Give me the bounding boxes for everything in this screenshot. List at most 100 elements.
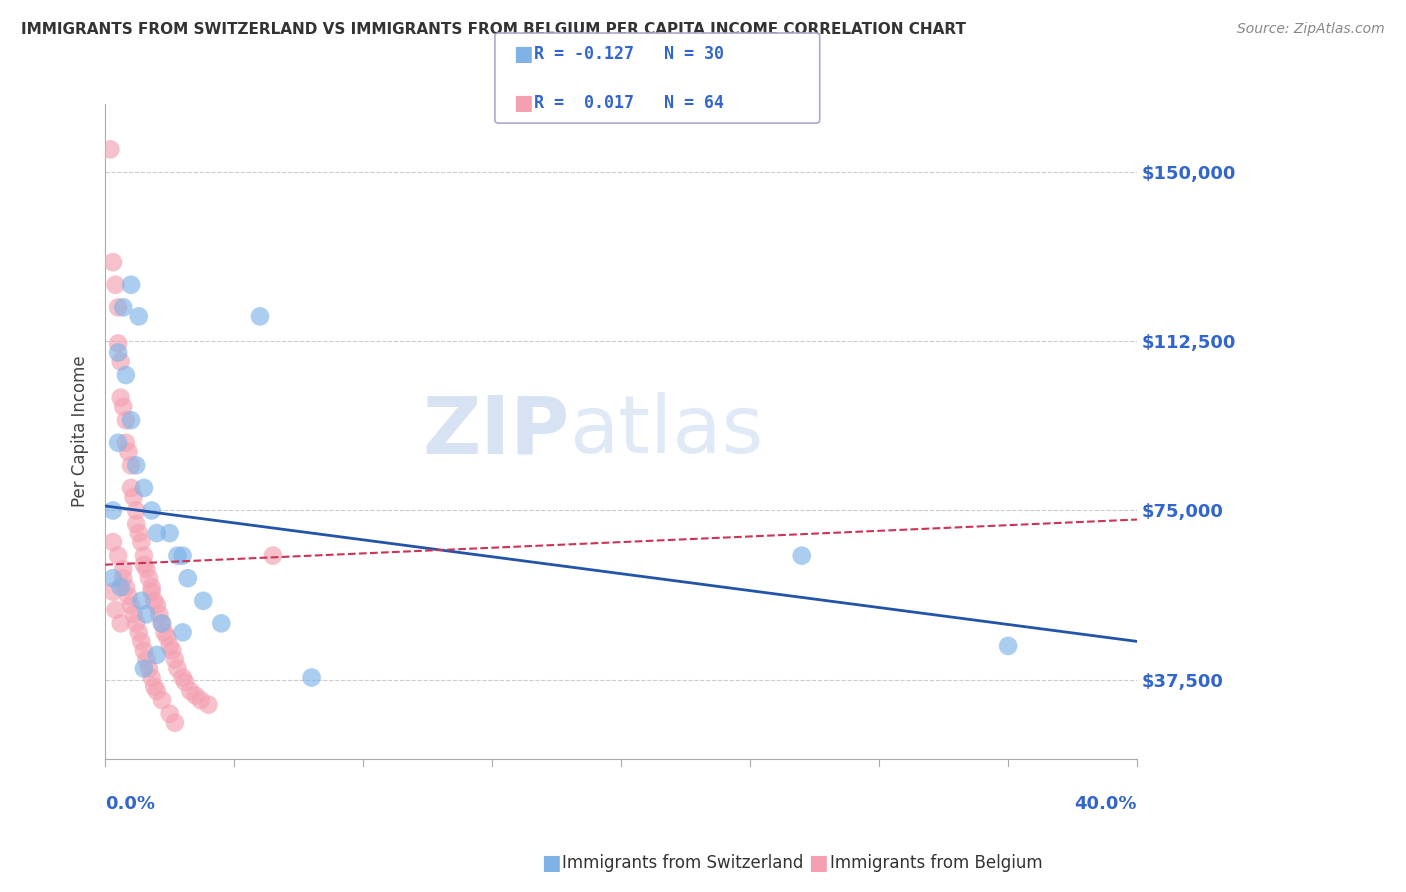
Point — [177, 571, 200, 585]
Point — [122, 607, 145, 622]
Point — [128, 625, 150, 640]
Point — [146, 526, 169, 541]
Point — [115, 413, 138, 427]
Point — [125, 516, 148, 531]
Point — [184, 689, 207, 703]
Point — [131, 634, 153, 648]
Point — [101, 584, 124, 599]
Point — [150, 616, 173, 631]
Point — [135, 607, 157, 622]
Point — [110, 391, 132, 405]
Point — [112, 571, 135, 585]
Point — [249, 310, 271, 324]
Point — [148, 607, 170, 622]
Point — [172, 549, 194, 563]
Point — [107, 301, 129, 315]
Point — [174, 675, 197, 690]
Point — [112, 562, 135, 576]
Point — [120, 481, 142, 495]
Point — [122, 490, 145, 504]
Point — [107, 435, 129, 450]
Point — [101, 503, 124, 517]
Point — [153, 625, 176, 640]
Point — [135, 562, 157, 576]
Point — [132, 549, 155, 563]
Point — [110, 354, 132, 368]
Text: R = -0.127   N = 30: R = -0.127 N = 30 — [534, 45, 724, 62]
Point — [115, 435, 138, 450]
Point — [146, 599, 169, 613]
Point — [132, 558, 155, 572]
Point — [166, 661, 188, 675]
Point — [997, 639, 1019, 653]
Point — [120, 458, 142, 473]
Point — [115, 368, 138, 382]
Point — [120, 599, 142, 613]
Point — [138, 661, 160, 675]
Text: Source: ZipAtlas.com: Source: ZipAtlas.com — [1237, 22, 1385, 37]
Point — [112, 400, 135, 414]
Point — [301, 671, 323, 685]
Point — [107, 549, 129, 563]
Point — [163, 715, 186, 730]
Point — [110, 580, 132, 594]
Point — [101, 571, 124, 585]
Point — [190, 693, 212, 707]
Point — [141, 671, 163, 685]
Point — [104, 277, 127, 292]
Point — [115, 580, 138, 594]
Point — [159, 639, 181, 653]
Text: ■: ■ — [808, 854, 828, 873]
Point — [117, 445, 139, 459]
Point — [132, 481, 155, 495]
Point — [141, 503, 163, 517]
Point — [104, 603, 127, 617]
Point — [790, 549, 813, 563]
Text: ■: ■ — [513, 44, 533, 63]
Point — [159, 526, 181, 541]
Point — [138, 571, 160, 585]
Point — [146, 684, 169, 698]
Point — [172, 625, 194, 640]
Point — [166, 549, 188, 563]
Point — [128, 526, 150, 541]
Y-axis label: Per Capita Income: Per Capita Income — [72, 356, 89, 508]
Point — [132, 661, 155, 675]
Point — [132, 643, 155, 657]
Point — [159, 706, 181, 721]
Point — [125, 458, 148, 473]
Point — [135, 652, 157, 666]
Point — [143, 680, 166, 694]
Text: ■: ■ — [541, 854, 561, 873]
Point — [101, 535, 124, 549]
Point — [197, 698, 219, 712]
Point — [125, 503, 148, 517]
Point — [107, 345, 129, 359]
Point — [150, 616, 173, 631]
Point — [150, 693, 173, 707]
Text: IMMIGRANTS FROM SWITZERLAND VS IMMIGRANTS FROM BELGIUM PER CAPITA INCOME CORRELA: IMMIGRANTS FROM SWITZERLAND VS IMMIGRANT… — [21, 22, 966, 37]
Point — [117, 589, 139, 603]
Point — [143, 594, 166, 608]
Point — [125, 616, 148, 631]
Point — [110, 616, 132, 631]
Point — [156, 630, 179, 644]
Point — [163, 652, 186, 666]
Point — [209, 616, 232, 631]
Point — [101, 255, 124, 269]
Point — [162, 643, 184, 657]
Point — [179, 684, 201, 698]
Point — [112, 301, 135, 315]
Point — [131, 535, 153, 549]
Point — [141, 584, 163, 599]
Text: Immigrants from Switzerland: Immigrants from Switzerland — [562, 855, 804, 872]
Point — [172, 671, 194, 685]
Text: R =  0.017   N = 64: R = 0.017 N = 64 — [534, 94, 724, 112]
Text: Immigrants from Belgium: Immigrants from Belgium — [830, 855, 1042, 872]
Point — [131, 594, 153, 608]
Point — [141, 580, 163, 594]
Point — [120, 277, 142, 292]
Point — [146, 648, 169, 662]
Point — [193, 594, 215, 608]
Point — [262, 549, 284, 563]
